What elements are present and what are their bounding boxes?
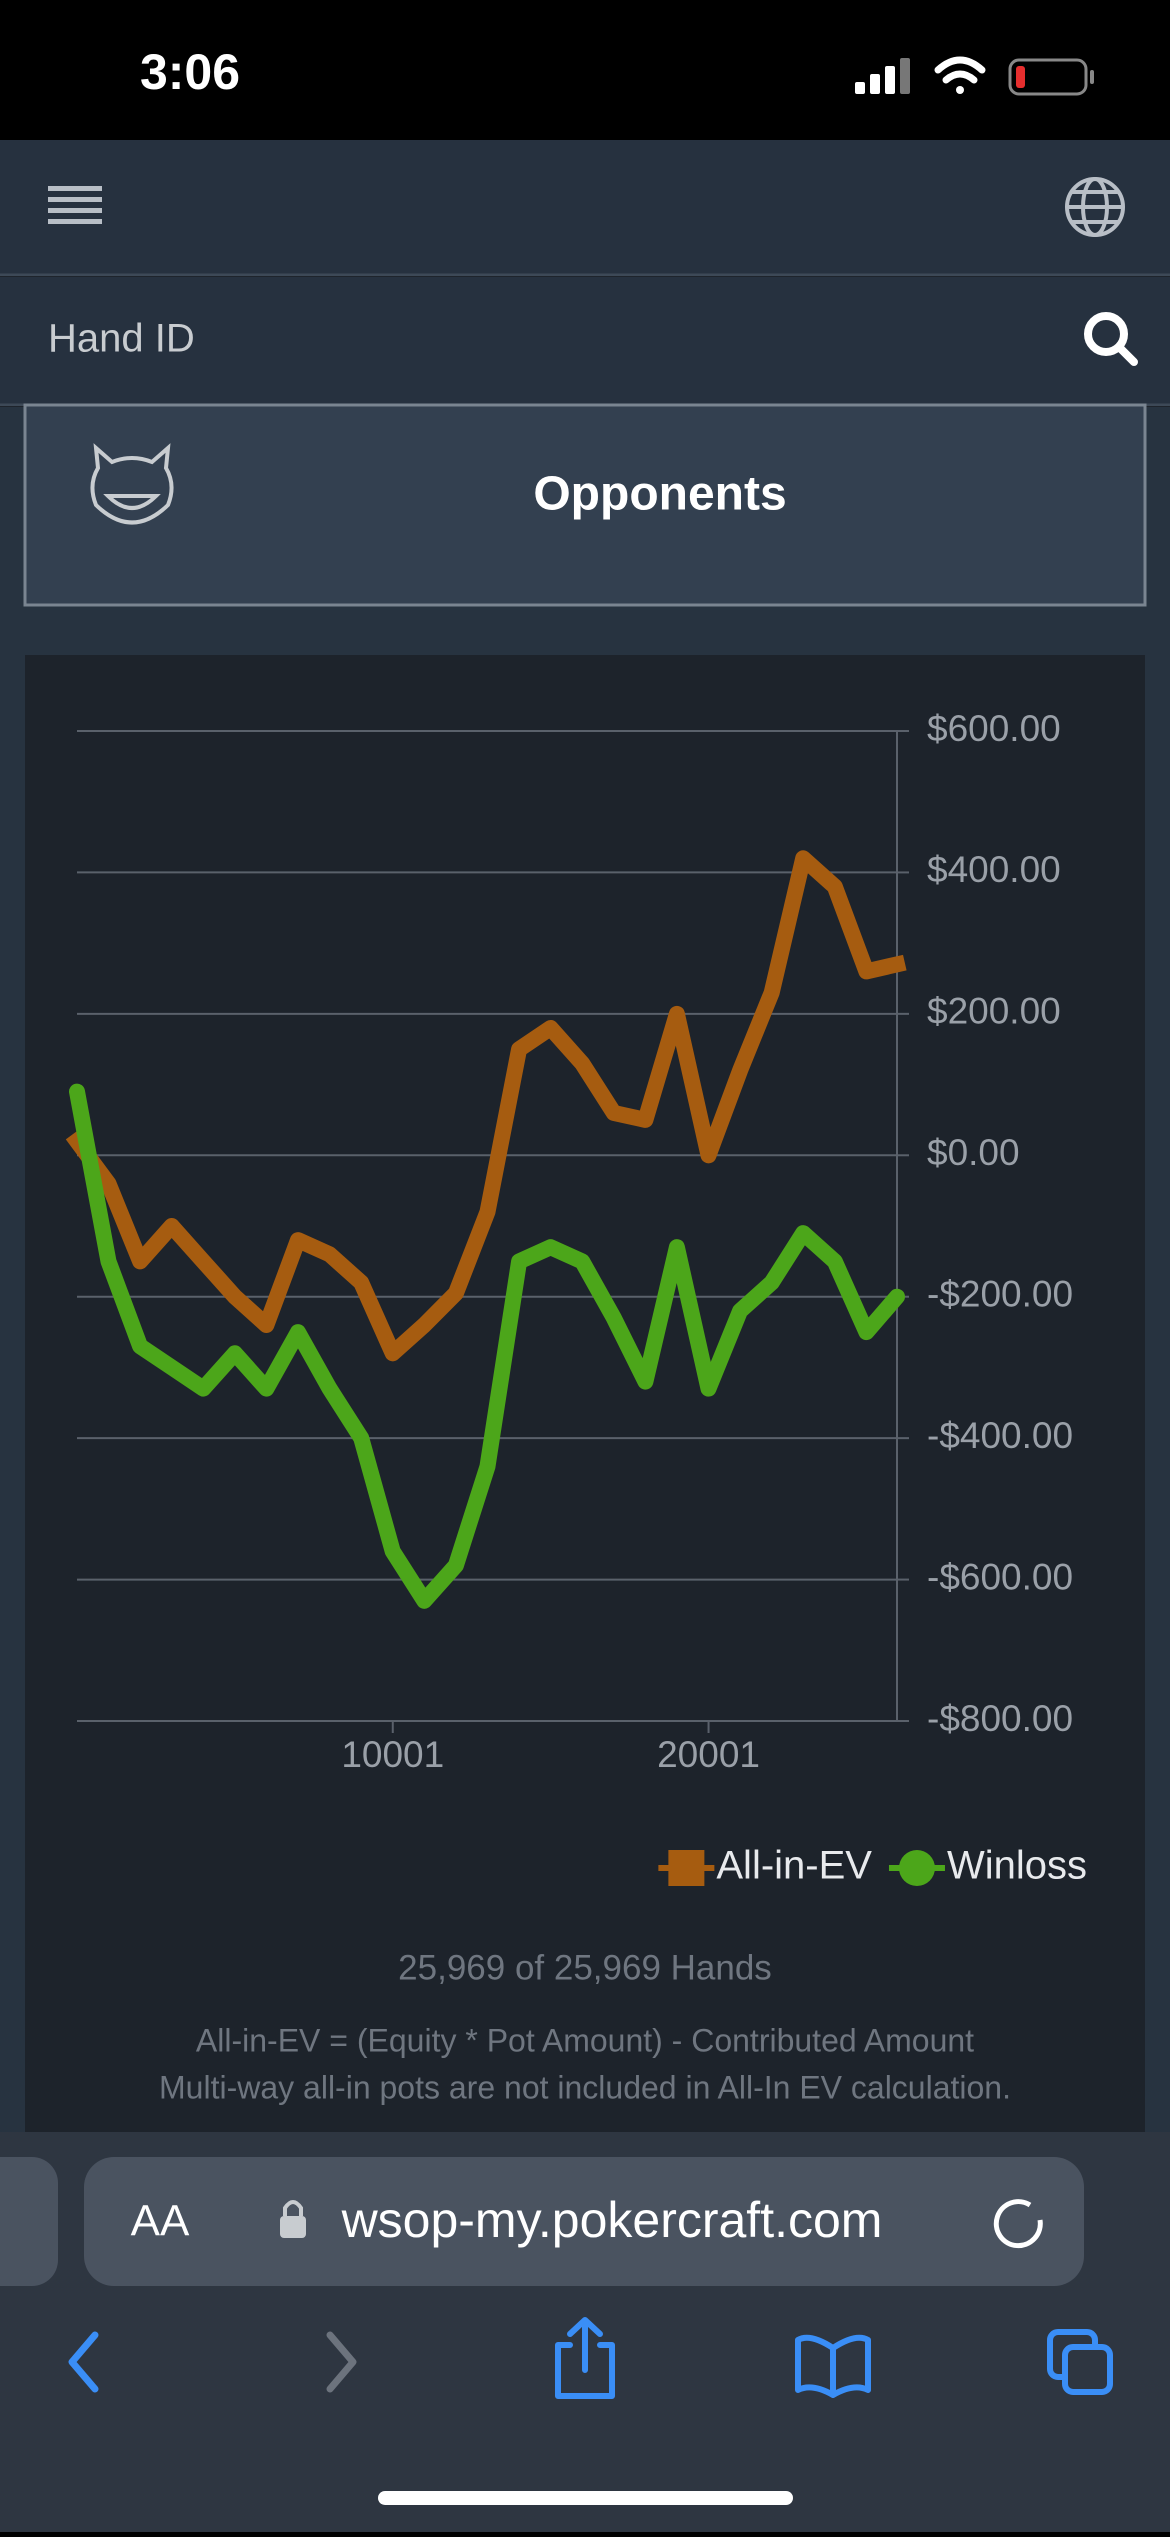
series-line (69, 1083, 905, 1609)
status-bar (0, 0, 1170, 140)
clock: 3:06 (140, 44, 240, 100)
share-button[interactable] (555, 2317, 615, 2399)
battery-icon (1008, 58, 1094, 96)
x-tick-label: 20001 (657, 1734, 760, 1775)
search-button[interactable] (1084, 312, 1138, 366)
x-tick-label: 10001 (341, 1734, 444, 1775)
language-button[interactable] (1065, 177, 1125, 237)
nav-bar (0, 140, 1170, 275)
opponents-label: Opponents (533, 468, 786, 521)
y-tick-label: $400.00 (927, 849, 1061, 890)
y-tick-label: -$400.00 (927, 1415, 1073, 1456)
chart-panel (25, 655, 1145, 2132)
hands-count: 25,969 of 25,969 Hands (398, 1948, 772, 1987)
bookmarks-button[interactable] (795, 2334, 871, 2398)
y-tick-label: $0.00 (927, 1132, 1020, 1173)
wifi-icon (934, 56, 986, 94)
reload-button[interactable] (993, 2199, 1043, 2249)
search-placeholder: Hand ID (48, 317, 195, 361)
footer-note: Multi-way all-in pots are not included i… (159, 2069, 1011, 2105)
search-bar[interactable] (0, 277, 1170, 405)
previous-tab[interactable] (0, 2157, 58, 2286)
chart: $600.00 $400.00 $200.00 $0.00 -$200.00 -$400.… (65, 708, 1087, 1888)
opponents-icon (90, 443, 174, 525)
home-indicator (378, 2491, 793, 2505)
footer-note: All-in-EV = (Equity * Pot Amount) - Cont… (196, 2022, 974, 2058)
lock-icon (280, 2200, 306, 2238)
y-tick-label: -$200.00 (927, 1273, 1073, 1314)
opponents-button[interactable] (23, 403, 1147, 607)
legend-label: Winloss (947, 1844, 1087, 1888)
series-line (65, 850, 907, 1362)
y-tick-label: $200.00 (927, 991, 1061, 1032)
forward-button[interactable] (326, 2331, 357, 2393)
back-button[interactable] (68, 2331, 99, 2393)
signal-icon (855, 58, 910, 94)
text-size-button[interactable]: AA (131, 2197, 190, 2246)
y-tick-label: -$800.00 (927, 1698, 1073, 1739)
y-tick-label: $600.00 (927, 708, 1061, 749)
url: wsop-my.pokercraft.com (341, 2192, 883, 2248)
menu-button[interactable] (48, 186, 102, 224)
tabs-button[interactable] (1047, 2329, 1113, 2395)
y-tick-label: -$600.00 (927, 1556, 1073, 1597)
legend-label: All-in-EV (716, 1844, 872, 1888)
address-bar[interactable] (84, 2157, 1084, 2286)
